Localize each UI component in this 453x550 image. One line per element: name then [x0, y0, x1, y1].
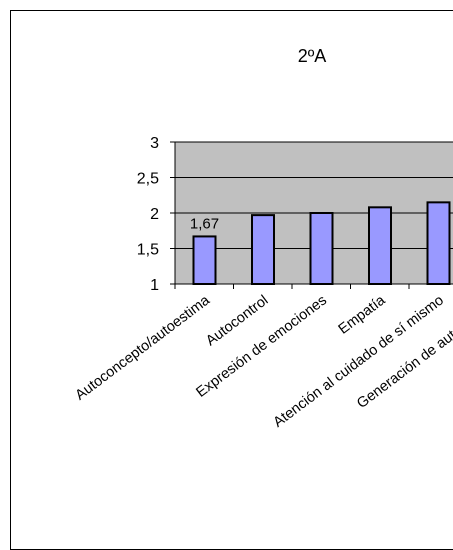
y-tick-label: 2: [150, 206, 159, 223]
data-label: 1,67: [190, 215, 219, 232]
bar: [192, 235, 217, 285]
bar: [368, 206, 392, 286]
data-labels: 1,67: [190, 215, 219, 232]
bar: [251, 214, 275, 286]
y-tick-label: 3: [150, 135, 159, 152]
y-tick-label: 1: [150, 277, 159, 294]
y-tick-label: 1,5: [137, 242, 159, 259]
x-tick-labels: Autoconcepto/autoestimaAutocontrolExpres…: [73, 292, 453, 431]
x-tick-label: Autoconcepto/autoestima: [73, 292, 214, 404]
y-tick-label: 2,5: [137, 171, 159, 188]
bar: [309, 212, 334, 285]
bar: [426, 201, 451, 286]
x-axis: [174, 283, 453, 289]
y-axis: 1 1,5 2 2,5 3: [137, 135, 176, 294]
x-tick-label: Empatía: [336, 292, 390, 338]
chart-title: 2ºA: [298, 46, 327, 66]
